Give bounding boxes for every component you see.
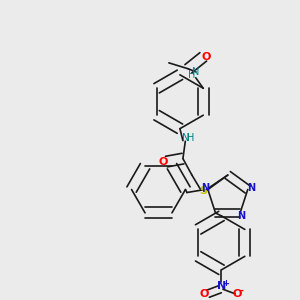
Text: N: N: [182, 133, 189, 143]
Text: O: O: [232, 289, 242, 299]
Text: O: O: [202, 52, 211, 62]
Text: +: +: [223, 279, 230, 288]
Text: N: N: [201, 183, 209, 193]
Text: N: N: [192, 67, 200, 77]
Text: N: N: [238, 211, 246, 221]
Text: S: S: [199, 186, 207, 196]
Text: -: -: [239, 286, 244, 296]
Text: H: H: [187, 133, 194, 143]
Text: O: O: [158, 157, 168, 166]
Text: N: N: [247, 183, 255, 193]
Text: O: O: [200, 289, 209, 299]
Text: H: H: [188, 70, 195, 80]
Text: N: N: [217, 281, 226, 291]
